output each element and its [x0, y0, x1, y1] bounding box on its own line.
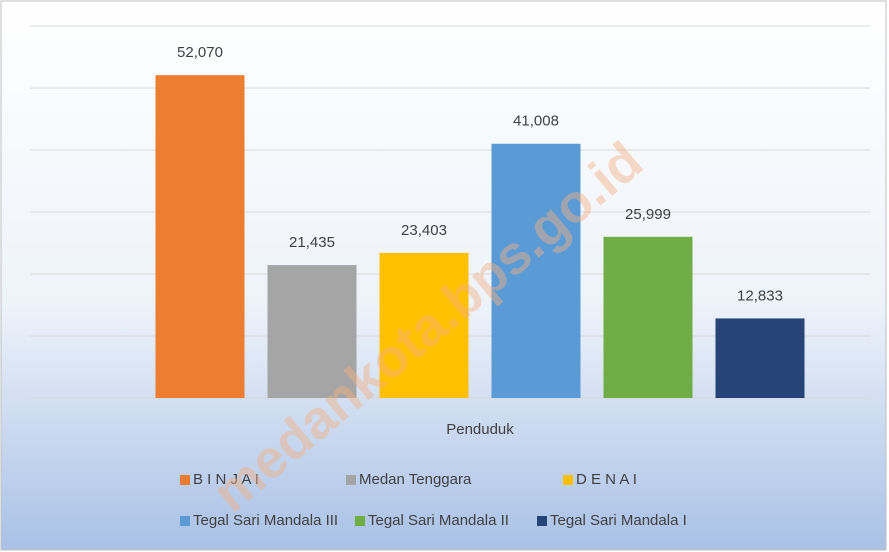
bar	[603, 236, 693, 398]
bar	[379, 252, 469, 398]
legend-label: Tegal Sari Mandala III	[193, 512, 338, 529]
legend-swatch	[355, 516, 365, 526]
legend-label: Tegal Sari Mandala I	[550, 512, 687, 529]
bar	[155, 75, 245, 398]
legend-label: D E N A I	[576, 471, 637, 488]
legend-label: Medan Tenggara	[359, 471, 472, 488]
data-label: 52,070	[177, 44, 223, 61]
legend-swatch	[563, 475, 573, 485]
legend-label: Tegal Sari Mandala II	[368, 512, 509, 529]
bar	[491, 143, 581, 398]
legend-swatch	[346, 475, 356, 485]
data-label: 41,008	[513, 113, 559, 130]
legend-label: B I N J A I	[193, 471, 259, 488]
data-label: 25,999	[625, 206, 671, 223]
legend-swatch	[537, 516, 547, 526]
data-label: 12,833	[737, 287, 783, 304]
legend-swatch	[180, 516, 190, 526]
data-label: 23,403	[401, 222, 447, 239]
data-label: 21,435	[289, 234, 335, 251]
bar	[715, 318, 805, 398]
legend-swatch	[180, 475, 190, 485]
bar	[267, 265, 357, 398]
x-tick-label: Penduduk	[446, 421, 514, 438]
